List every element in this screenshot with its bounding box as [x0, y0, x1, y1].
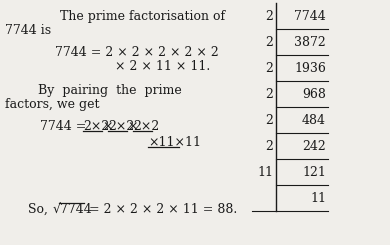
- Text: 7744 =: 7744 =: [40, 120, 90, 133]
- Text: 2×2: 2×2: [83, 120, 110, 133]
- Text: 2: 2: [265, 139, 273, 152]
- Text: 484: 484: [302, 113, 326, 126]
- Text: 2: 2: [265, 10, 273, 23]
- Text: ×11×11: ×11×11: [148, 136, 201, 149]
- Text: 11: 11: [310, 192, 326, 205]
- Text: The prime factorisation of: The prime factorisation of: [60, 10, 225, 23]
- Text: 2: 2: [265, 36, 273, 49]
- Text: 2: 2: [265, 87, 273, 100]
- Text: 2×2: 2×2: [133, 120, 159, 133]
- Text: 7744: 7744: [294, 10, 326, 23]
- Text: 3872: 3872: [294, 36, 326, 49]
- Text: 11: 11: [257, 166, 273, 179]
- Text: √7744: √7744: [53, 203, 92, 216]
- Text: = 2 × 2 × 2 × 11 = 88.: = 2 × 2 × 2 × 11 = 88.: [85, 203, 237, 216]
- Text: 7744 = 2 × 2 × 2 × 2 × 2: 7744 = 2 × 2 × 2 × 2 × 2: [55, 46, 219, 59]
- Text: By  pairing  the  prime: By pairing the prime: [38, 84, 182, 97]
- Text: 2: 2: [265, 113, 273, 126]
- Text: ×: ×: [127, 120, 137, 133]
- Text: × 2 × 11 × 11.: × 2 × 11 × 11.: [115, 60, 210, 73]
- Text: So,: So,: [28, 203, 52, 216]
- Text: 7744 is: 7744 is: [5, 24, 51, 37]
- Text: 1936: 1936: [294, 61, 326, 74]
- Text: 2: 2: [265, 61, 273, 74]
- Text: 242: 242: [302, 139, 326, 152]
- Text: 121: 121: [302, 166, 326, 179]
- Text: 2×2: 2×2: [108, 120, 135, 133]
- Text: ×: ×: [102, 120, 112, 133]
- Text: 968: 968: [302, 87, 326, 100]
- Text: factors, we get: factors, we get: [5, 98, 99, 111]
